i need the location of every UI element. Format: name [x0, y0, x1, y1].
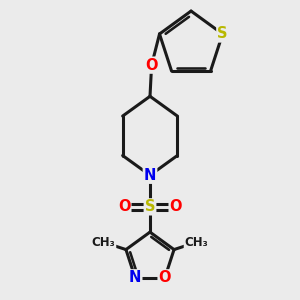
Text: N: N [144, 168, 156, 183]
Text: O: O [159, 270, 171, 285]
Text: S: S [217, 26, 228, 41]
Text: O: O [118, 199, 130, 214]
Text: CH₃: CH₃ [185, 236, 208, 249]
Text: N: N [129, 270, 141, 285]
Text: O: O [169, 199, 182, 214]
Text: CH₃: CH₃ [92, 236, 115, 249]
Text: S: S [145, 199, 155, 214]
Text: O: O [146, 58, 158, 73]
